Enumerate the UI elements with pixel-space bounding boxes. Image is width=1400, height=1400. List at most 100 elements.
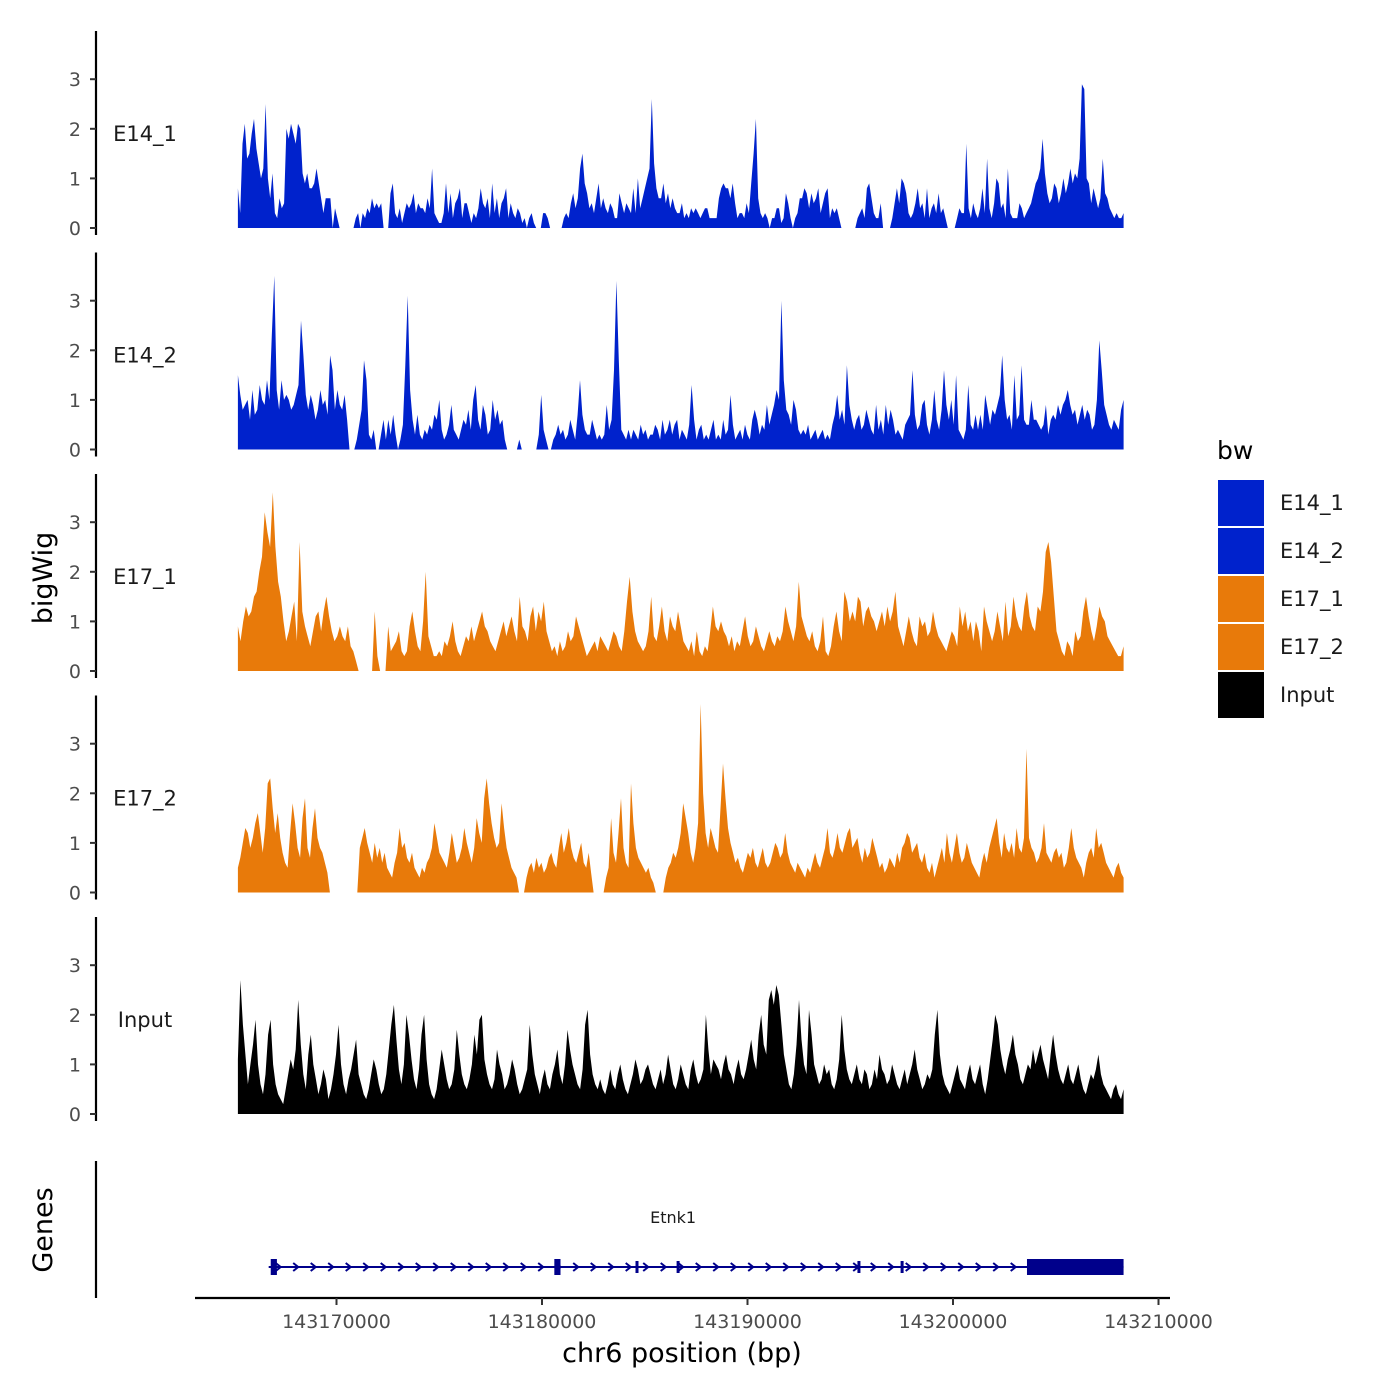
y-tick-label: 1 (69, 611, 81, 633)
strand-arrow (310, 1262, 318, 1272)
y-axis-title: bigWig (28, 532, 59, 625)
y-tick-label: 2 (69, 119, 81, 141)
legend-label: E17_2 (1280, 635, 1344, 660)
legend-label: E17_1 (1280, 587, 1344, 612)
strand-arrow (450, 1262, 458, 1272)
x-axis: 143170000 143180000 143190000 143200000 1432… (195, 1296, 1213, 1333)
track-label: E17_2 (113, 787, 177, 812)
x-tick-label: 143210000 (1104, 1311, 1213, 1333)
strand-arrow (345, 1262, 353, 1272)
legend-entry: E14_2 (1218, 528, 1344, 574)
y-tick-label: 0 (69, 883, 81, 905)
strand-arrow (275, 1262, 283, 1272)
coverage-area (237, 980, 1124, 1114)
y-tick-label: 0 (69, 661, 81, 683)
legend-swatch (1218, 672, 1264, 718)
strand-arrow (590, 1262, 598, 1272)
strand-arrow (467, 1262, 475, 1272)
y-tick-label: 3 (69, 734, 81, 756)
track-label: E14_1 (113, 122, 177, 147)
y-tick-label: 3 (69, 291, 81, 313)
gene-exon (1026, 1259, 1124, 1275)
strand-arrow (940, 1262, 948, 1272)
x-tick-label: 143190000 (693, 1311, 802, 1333)
genes-axis-title: Genes (28, 1187, 59, 1272)
track-label: E14_2 (113, 344, 177, 369)
strand-arrow (695, 1262, 703, 1272)
strand-arrow (782, 1262, 790, 1272)
y-tick-label: 0 (69, 1104, 81, 1126)
y-tick-label: 3 (69, 512, 81, 534)
track-e14-2: 0 1 2 3 E14_2 (69, 252, 1124, 462)
strand-arrow (327, 1262, 335, 1272)
strand-arrow (817, 1262, 825, 1272)
strand-arrow (485, 1262, 493, 1272)
strand-arrow (1010, 1262, 1018, 1272)
strand-arrow (660, 1262, 668, 1272)
track-label: E17_1 (113, 565, 177, 590)
legend-swatch (1218, 528, 1264, 574)
gene-name-label: Etnk1 (650, 1208, 696, 1227)
strand-arrow (747, 1262, 755, 1272)
strand-arrow (572, 1262, 580, 1272)
legend: bw E14_1 E14_2 E17_1 E17_2 Input (1217, 436, 1344, 718)
coverage-tracks: 0 1 2 3 E14_1 0 1 2 3 E14_2 0 1 2 3 E17_1 0 1 2 3 E17_2 0 1 2 3… (69, 31, 1124, 1126)
y-tick-label: 2 (69, 562, 81, 584)
legend-entry: Input (1218, 672, 1334, 718)
legend-entry: E17_1 (1218, 576, 1344, 622)
y-tick-label: 3 (69, 69, 81, 91)
strand-arrow (975, 1262, 983, 1272)
gene-exon (635, 1261, 639, 1273)
y-tick-label: 1 (69, 1054, 81, 1076)
strand-arrow (712, 1262, 720, 1272)
gene-exon (270, 1259, 277, 1275)
y-tick-label: 3 (69, 955, 81, 977)
strand-arrow (625, 1262, 633, 1272)
gene-exon (554, 1259, 561, 1275)
strand-arrow (415, 1262, 423, 1272)
strand-arrow (362, 1262, 370, 1272)
x-tick-label: 143170000 (282, 1311, 391, 1333)
legend-swatch (1218, 480, 1264, 526)
coverage-area (237, 275, 1124, 450)
y-tick-label: 2 (69, 340, 81, 362)
y-tick-label: 1 (69, 390, 81, 412)
gene-exon (857, 1261, 861, 1273)
strand-arrow (730, 1262, 738, 1272)
track-e17-2: 0 1 2 3 E17_2 (69, 695, 1124, 905)
x-tick-label: 143200000 (899, 1311, 1008, 1333)
legend-title: bw (1217, 436, 1253, 465)
legend-label: Input (1280, 683, 1334, 707)
strand-arrow (992, 1262, 1000, 1272)
strand-arrow (922, 1262, 930, 1272)
strand-arrow (397, 1262, 405, 1272)
y-tick-label: 0 (69, 218, 81, 240)
strand-arrow (835, 1262, 843, 1272)
x-tick-label: 143180000 (488, 1311, 597, 1333)
track-e14-1: 0 1 2 3 E14_1 (69, 31, 1124, 240)
strand-arrow (292, 1262, 300, 1272)
strand-arrow (765, 1262, 773, 1272)
x-axis-title: chr6 position (bp) (562, 1338, 802, 1369)
legend-swatch (1218, 624, 1264, 670)
coverage-area (237, 492, 1124, 671)
strand-arrow (520, 1262, 528, 1272)
gene-exon (676, 1261, 680, 1273)
track-label: Input (118, 1008, 172, 1032)
y-tick-label: 0 (69, 440, 81, 462)
strand-arrow (537, 1262, 545, 1272)
strand-arrow (607, 1262, 615, 1272)
legend-label: E14_1 (1280, 491, 1344, 516)
legend-entry: E17_2 (1218, 624, 1344, 670)
y-tick-label: 1 (69, 168, 81, 190)
track-e17-1: 0 1 2 3 E17_1 (69, 474, 1124, 683)
track-input: 0 1 2 3 Input (69, 917, 1124, 1126)
strand-arrow (380, 1262, 388, 1272)
coverage-area (237, 704, 1124, 893)
legend-label: E14_2 (1280, 539, 1344, 564)
gene-track: Etnk1 (94, 1161, 1124, 1298)
coverage-area (237, 84, 1124, 228)
gene-exon (900, 1261, 904, 1273)
y-tick-label: 2 (69, 783, 81, 805)
